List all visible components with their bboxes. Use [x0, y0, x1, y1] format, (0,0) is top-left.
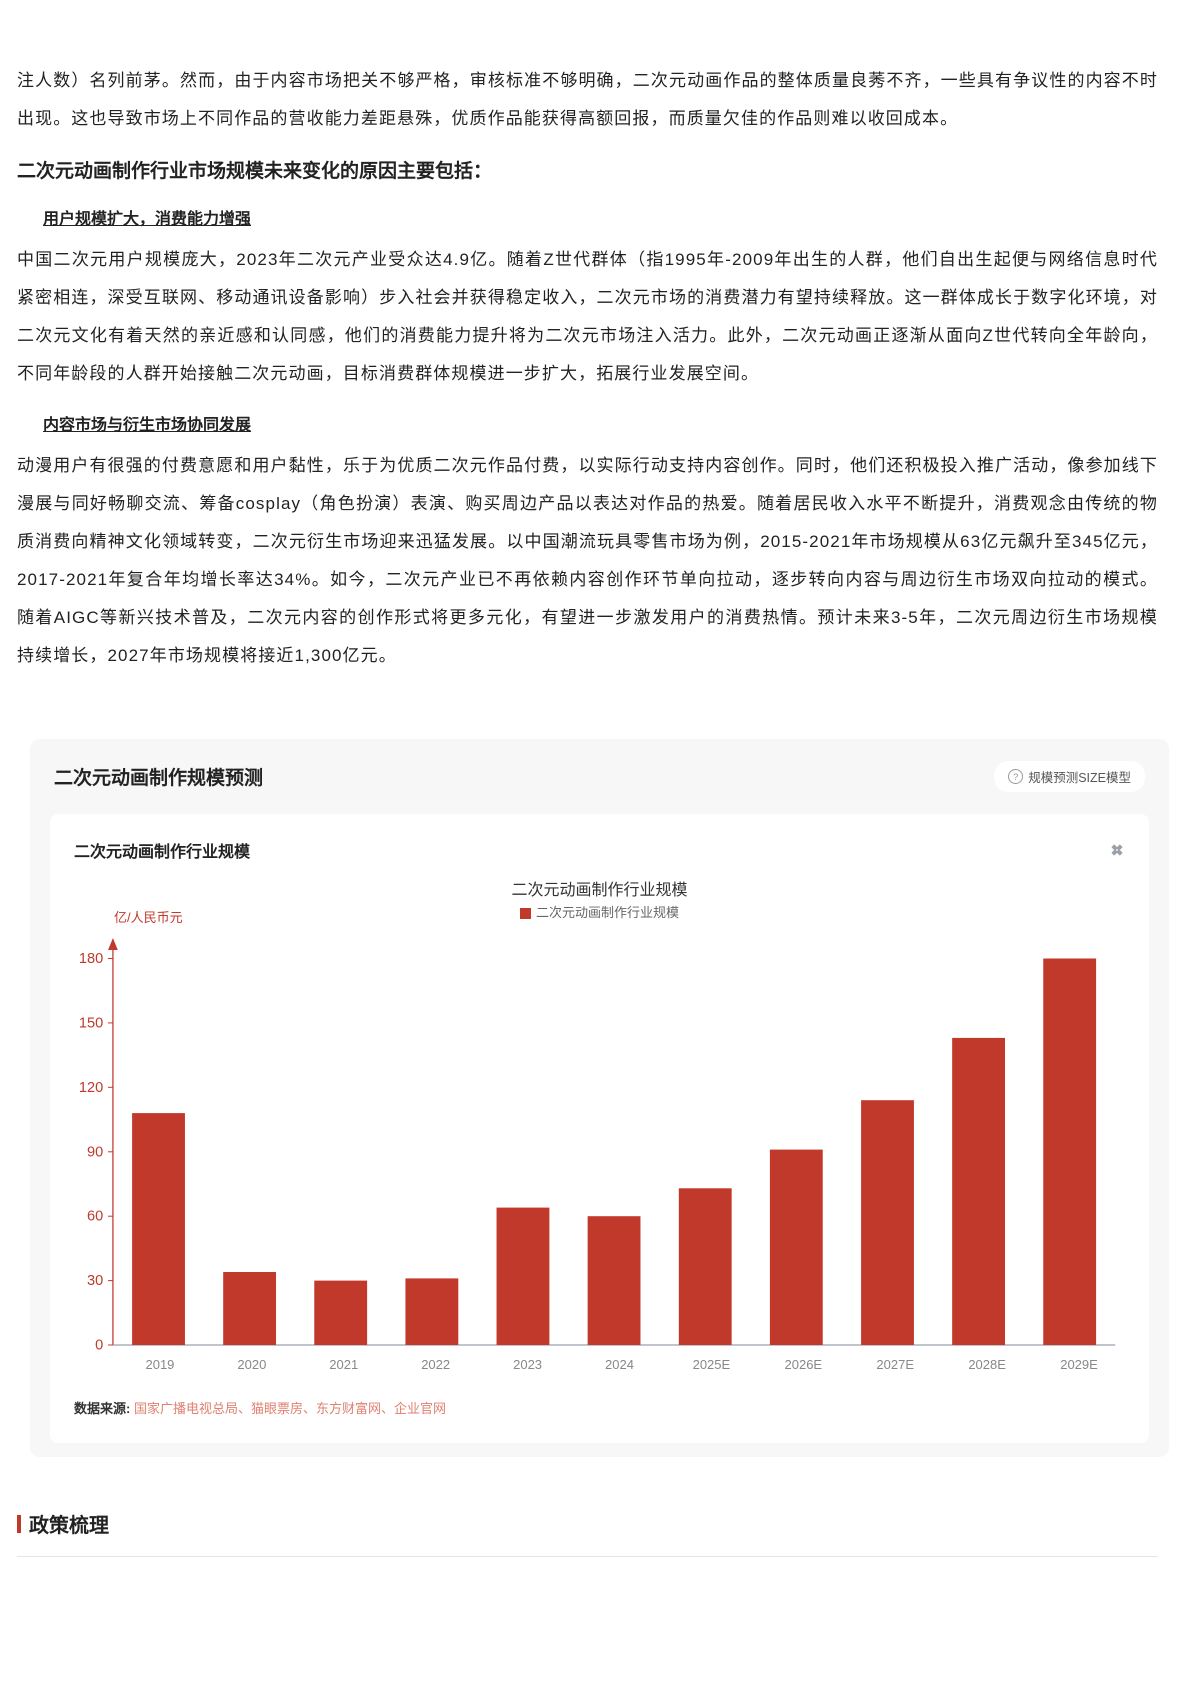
svg-text:180: 180 — [79, 951, 103, 967]
svg-text:90: 90 — [87, 1144, 103, 1160]
svg-text:30: 30 — [87, 1273, 103, 1289]
svg-text:0: 0 — [95, 1338, 103, 1354]
svg-text:60: 60 — [87, 1209, 103, 1225]
svg-text:120: 120 — [79, 1080, 103, 1096]
svg-text:150: 150 — [79, 1016, 103, 1032]
